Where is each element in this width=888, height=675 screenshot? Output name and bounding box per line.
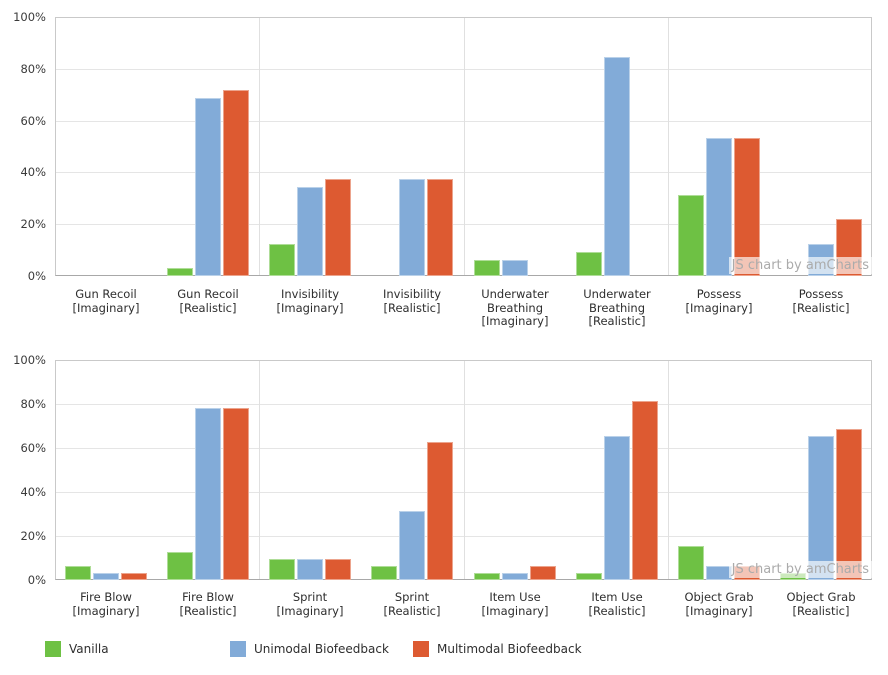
- bar-multimodal-biofeedback[interactable]: [427, 179, 453, 276]
- plot-area-border: [55, 360, 872, 580]
- bar-vanilla[interactable]: [167, 268, 193, 276]
- gridline-horizontal: [55, 536, 872, 537]
- bar-unimodal-biofeedback[interactable]: [808, 436, 834, 580]
- bar-vanilla[interactable]: [678, 195, 704, 276]
- y-axis-tick-label: 0%: [27, 573, 46, 587]
- category-label: Possess [Realistic]: [792, 287, 850, 315]
- y-axis-tick-label: 80%: [20, 62, 46, 76]
- category-label: Fire Blow [Imaginary]: [72, 590, 140, 618]
- y-axis-tick-label: 80%: [20, 397, 46, 411]
- bar-multimodal-biofeedback[interactable]: [325, 559, 351, 580]
- y-axis-tick-label: 20%: [20, 529, 46, 543]
- gridline-horizontal: [55, 404, 872, 405]
- bar-unimodal-biofeedback[interactable]: [195, 98, 221, 276]
- category-label: Underwater Breathing [Realistic]: [583, 287, 651, 328]
- y-axis-tick-label: 60%: [20, 441, 46, 455]
- category-label: Invisibility [Realistic]: [382, 287, 442, 315]
- bar-multimodal-biofeedback[interactable]: [734, 138, 760, 276]
- category-label: Object Grab [Realistic]: [786, 590, 856, 618]
- legend-marker-multimodal-biofeedback: [413, 641, 429, 657]
- bar-unimodal-biofeedback[interactable]: [297, 559, 323, 580]
- gridline-vertical: [668, 17, 669, 276]
- y-axis-tick-label: 100%: [13, 10, 46, 24]
- bar-vanilla[interactable]: [371, 566, 397, 580]
- bar-unimodal-biofeedback[interactable]: [93, 573, 119, 580]
- gridline-vertical: [668, 360, 669, 580]
- bar-multimodal-biofeedback[interactable]: [223, 90, 249, 276]
- gridline-vertical: [464, 360, 465, 580]
- category-label: Fire Blow [Realistic]: [179, 590, 237, 618]
- bar-vanilla[interactable]: [167, 552, 193, 580]
- category-label: Possess [Imaginary]: [685, 287, 753, 315]
- bar-unimodal-biofeedback[interactable]: [502, 260, 528, 276]
- bar-multimodal-biofeedback[interactable]: [121, 573, 147, 580]
- gridline-horizontal: [55, 69, 872, 70]
- category-label: Item Use [Realistic]: [588, 590, 646, 618]
- legend-label-unimodal-biofeedback: Unimodal Biofeedback: [254, 642, 389, 656]
- category-label: Item Use [Imaginary]: [481, 590, 549, 618]
- gridline-horizontal: [55, 172, 872, 173]
- bar-vanilla[interactable]: [65, 566, 91, 580]
- plot-area-border: [55, 17, 872, 276]
- bar-multimodal-biofeedback[interactable]: [223, 408, 249, 580]
- gridline-horizontal: [55, 448, 872, 449]
- category-label: Object Grab [Imaginary]: [684, 590, 754, 618]
- y-axis-tick-label: 40%: [20, 165, 46, 179]
- bar-multimodal-biofeedback[interactable]: [427, 442, 453, 580]
- legend-marker-unimodal-biofeedback: [230, 641, 246, 657]
- gridline-horizontal: [55, 224, 872, 225]
- bar-unimodal-biofeedback[interactable]: [502, 573, 528, 580]
- category-label: Gun Recoil [Imaginary]: [72, 287, 140, 315]
- legend-label-vanilla: Vanilla: [69, 642, 109, 656]
- bar-vanilla[interactable]: [269, 559, 295, 580]
- legend-label-multimodal-biofeedback: Multimodal Biofeedback: [437, 642, 582, 656]
- category-label: Sprint [Realistic]: [383, 590, 441, 618]
- gridline-horizontal: [55, 492, 872, 493]
- amcharts-watermark-link[interactable]: JS chart by amCharts: [728, 561, 872, 578]
- bar-multimodal-biofeedback[interactable]: [836, 429, 862, 580]
- category-label: Gun Recoil [Realistic]: [177, 287, 239, 315]
- bar-unimodal-biofeedback[interactable]: [399, 511, 425, 580]
- bar-vanilla[interactable]: [576, 252, 602, 276]
- legend-item-multimodal-biofeedback[interactable]: Multimodal Biofeedback: [413, 641, 582, 657]
- gridline-horizontal: [55, 121, 872, 122]
- bar-vanilla[interactable]: [576, 573, 602, 580]
- bar-multimodal-biofeedback[interactable]: [632, 401, 658, 580]
- gridline-vertical: [259, 17, 260, 276]
- y-axis-tick-label: 20%: [20, 217, 46, 231]
- y-axis-tick-label: 40%: [20, 485, 46, 499]
- bar-unimodal-biofeedback[interactable]: [604, 436, 630, 580]
- amcharts-watermark-link[interactable]: JS chart by amCharts: [728, 257, 872, 274]
- y-axis-tick-label: 0%: [27, 269, 46, 283]
- legend-marker-vanilla: [45, 641, 61, 657]
- bar-vanilla[interactable]: [474, 260, 500, 276]
- bar-vanilla[interactable]: [678, 546, 704, 580]
- category-label: Sprint [Imaginary]: [276, 590, 344, 618]
- gridline-vertical: [259, 360, 260, 580]
- bar-multimodal-biofeedback[interactable]: [325, 179, 351, 276]
- bar-unimodal-biofeedback[interactable]: [604, 57, 630, 276]
- category-label: Underwater Breathing [Imaginary]: [481, 287, 549, 328]
- bar-unimodal-biofeedback[interactable]: [195, 408, 221, 580]
- bar-vanilla[interactable]: [474, 573, 500, 580]
- bar-vanilla[interactable]: [269, 244, 295, 276]
- y-axis-tick-label: 100%: [13, 353, 46, 367]
- bar-unimodal-biofeedback[interactable]: [706, 138, 732, 276]
- bar-multimodal-biofeedback[interactable]: [530, 566, 556, 580]
- legend-item-unimodal-biofeedback[interactable]: Unimodal Biofeedback: [230, 641, 389, 657]
- bar-unimodal-biofeedback[interactable]: [399, 179, 425, 276]
- category-label: Invisibility [Imaginary]: [276, 287, 344, 315]
- bar-unimodal-biofeedback[interactable]: [297, 187, 323, 276]
- gridline-vertical: [464, 17, 465, 276]
- y-axis-tick-label: 60%: [20, 114, 46, 128]
- legend-item-vanilla[interactable]: Vanilla: [45, 641, 109, 657]
